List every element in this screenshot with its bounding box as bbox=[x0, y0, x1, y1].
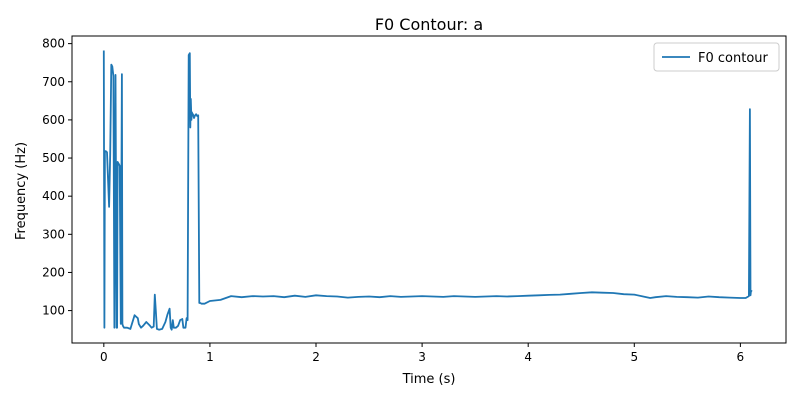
y-tick-label: 400 bbox=[42, 189, 65, 203]
y-tick-label: 600 bbox=[42, 113, 65, 127]
y-axis-label: Frequency (Hz) bbox=[14, 142, 29, 240]
y-tick-label: 500 bbox=[42, 151, 65, 165]
legend: F0 contour bbox=[653, 42, 780, 72]
x-tick-label: 5 bbox=[630, 350, 638, 364]
legend-box bbox=[653, 42, 780, 72]
y-tick-label: 300 bbox=[42, 227, 65, 241]
y-tick-label: 100 bbox=[42, 304, 65, 318]
series-line-0 bbox=[102, 50, 753, 331]
y-tick-label: 700 bbox=[42, 75, 65, 89]
plot-frame bbox=[71, 35, 787, 344]
x-tick-label: 3 bbox=[418, 350, 426, 364]
x-tick-label: 0 bbox=[100, 350, 108, 364]
axis-ticks: 0 1 2 3 4 5 6 100 200 300 400 500 600 700 800 bbox=[42, 37, 744, 364]
x-tick-label: 1 bbox=[206, 350, 214, 364]
y-tick-label: 200 bbox=[42, 265, 65, 279]
series-lines bbox=[102, 50, 753, 331]
chart-title: F0 Contour: a bbox=[375, 15, 483, 34]
x-axis-label: Time (s) bbox=[402, 372, 456, 387]
x-tick-label: 6 bbox=[737, 350, 745, 364]
x-tick-label: 4 bbox=[524, 350, 532, 364]
x-tick-label: 2 bbox=[312, 350, 320, 364]
legend-label: F0 contour bbox=[698, 51, 769, 66]
y-tick-label: 800 bbox=[42, 37, 65, 51]
